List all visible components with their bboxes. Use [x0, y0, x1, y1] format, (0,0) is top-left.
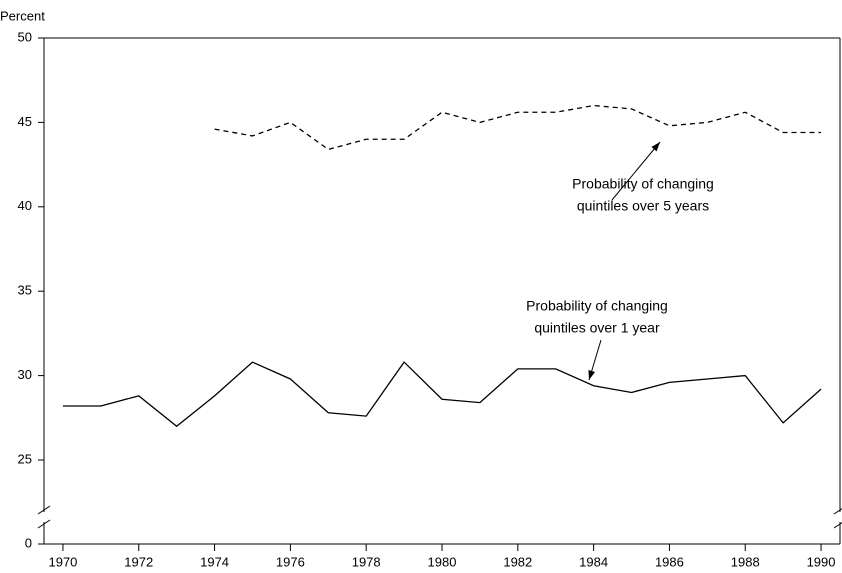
annotation-text: Probability of changing	[526, 298, 668, 314]
arrow-head	[588, 370, 595, 380]
annotation-text: Probability of changing	[572, 176, 714, 192]
axis-break	[833, 508, 842, 515]
annotation-text: quintiles over 5 years	[577, 198, 709, 214]
axis-break	[833, 522, 842, 529]
series-line	[62, 361, 822, 428]
y-axis-label: Percent	[0, 8, 45, 23]
y-tick-label: 50	[18, 29, 32, 44]
x-tick-label: 1988	[731, 554, 760, 569]
x-tick-label: 1990	[807, 554, 836, 569]
y-tick-label: 30	[18, 367, 32, 382]
y-tick-label: 45	[18, 114, 32, 129]
x-tick-label: 1986	[655, 554, 684, 569]
x-tick-label: 1978	[352, 554, 381, 569]
y-tick-label: 0	[25, 535, 32, 550]
x-tick-label: 1976	[276, 554, 305, 569]
y-tick-label: 40	[18, 198, 32, 213]
annotation-text: quintiles over 1 year	[534, 320, 660, 336]
y-tick-label: 25	[18, 451, 32, 466]
x-tick-label: 1974	[200, 554, 229, 569]
x-tick-label: 1982	[503, 554, 532, 569]
axis-break	[37, 505, 51, 515]
y-tick-label: 35	[18, 283, 32, 298]
series-line	[214, 104, 822, 151]
x-tick-label: 1984	[579, 554, 608, 569]
axis-break	[37, 519, 51, 529]
x-tick-label: 1970	[48, 554, 77, 569]
x-tick-label: 1972	[124, 554, 153, 569]
annotation-arrow	[611, 141, 661, 201]
x-tick-label: 1980	[428, 554, 457, 569]
arrow-head	[651, 142, 660, 152]
